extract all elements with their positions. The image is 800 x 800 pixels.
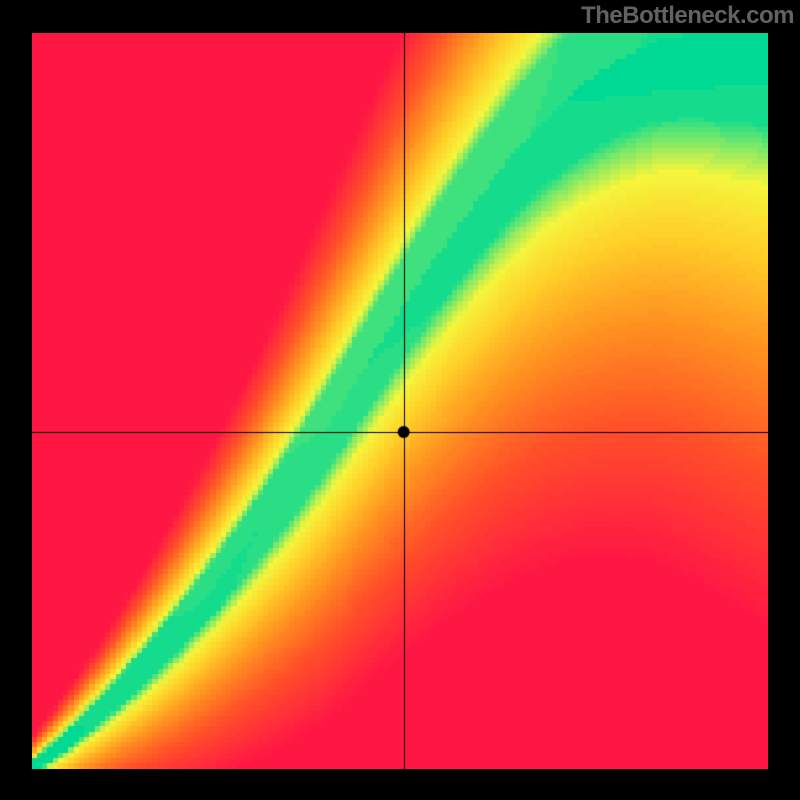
watermark-text: TheBottleneck.com	[581, 2, 794, 30]
plot-area	[32, 33, 768, 769]
chart-container: TheBottleneck.com	[0, 0, 800, 800]
bottleneck-heatmap	[32, 33, 768, 769]
